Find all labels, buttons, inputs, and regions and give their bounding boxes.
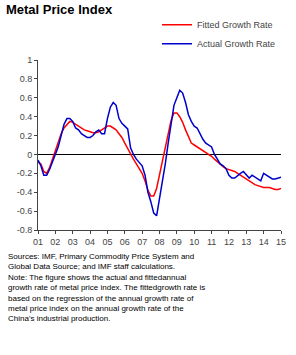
svg-text:-0.4: -0.4 [17, 187, 33, 197]
svg-text:Actual Growth Rate: Actual Growth Rate [197, 39, 275, 49]
svg-text:12: 12 [224, 237, 234, 247]
svg-text:11: 11 [207, 237, 216, 247]
svg-text:1: 1 [27, 55, 32, 65]
svg-text:15: 15 [276, 237, 286, 247]
svg-text:-0.6: -0.6 [17, 206, 33, 216]
svg-text:07: 07 [137, 237, 147, 247]
svg-text:05: 05 [102, 237, 112, 247]
svg-text:01: 01 [33, 237, 43, 247]
svg-text:0: 0 [27, 150, 32, 160]
svg-text:-0.8: -0.8 [17, 225, 33, 235]
svg-text:0.6: 0.6 [20, 93, 33, 103]
svg-text:-0.2: -0.2 [17, 168, 33, 178]
svg-text:09: 09 [172, 237, 182, 247]
svg-text:06: 06 [120, 237, 130, 247]
svg-text:Fitted Growth Rate: Fitted Growth Rate [197, 20, 273, 30]
svg-text:0.2: 0.2 [20, 131, 33, 141]
svg-text:08: 08 [154, 237, 164, 247]
svg-text:03: 03 [68, 237, 78, 247]
svg-text:Sources: IMF, Primary Commodit: Sources: IMF, Primary Commodity Price Sy… [8, 252, 205, 323]
svg-text:0.8: 0.8 [20, 74, 33, 84]
svg-text:10: 10 [189, 237, 199, 247]
svg-text:02: 02 [50, 237, 60, 247]
svg-text:0.4: 0.4 [20, 112, 33, 122]
svg-text:13: 13 [241, 237, 251, 247]
svg-text:14: 14 [259, 237, 269, 247]
svg-text:Metal Price Index: Metal Price Index [6, 2, 113, 17]
svg-text:04: 04 [85, 237, 95, 247]
